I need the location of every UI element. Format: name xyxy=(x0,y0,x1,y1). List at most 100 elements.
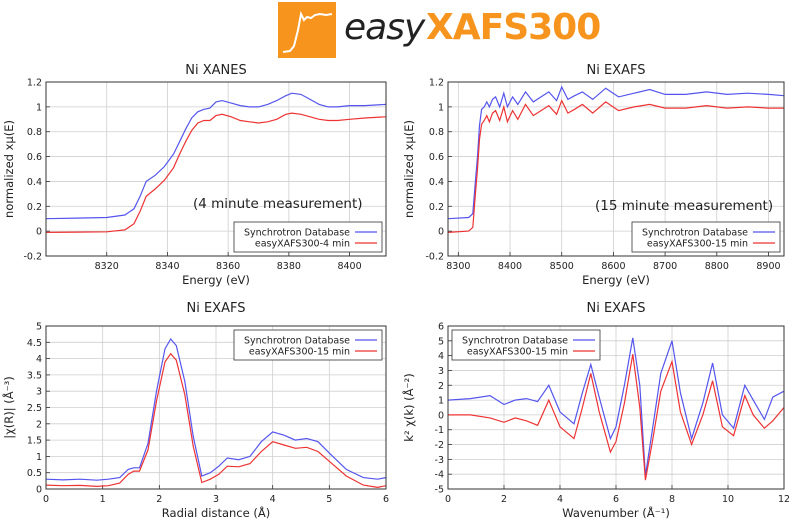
legend-label: easyXAFS300-15 min xyxy=(467,347,568,358)
x-tick-label: 8360 xyxy=(216,261,240,272)
x-tick-label: 2 xyxy=(501,494,507,505)
y-tick-label: 0.5 xyxy=(27,468,42,479)
series-line-synchrotron xyxy=(45,337,387,481)
series-line-synchrotron xyxy=(447,85,785,220)
x-tick-label: 4 xyxy=(557,494,563,505)
y-tick-label: 0.6 xyxy=(429,152,444,163)
series-line-easyxafs xyxy=(45,112,387,233)
easyxafs-logo: easy XAFS300 xyxy=(278,2,601,58)
y-tick-label: -0.2 xyxy=(425,252,444,263)
chart-title: Ni XANES xyxy=(185,63,246,78)
x-axis-label: Energy (eV) xyxy=(582,273,650,287)
spectrum-logo-icon xyxy=(278,2,336,58)
y-tick-label: 1.2 xyxy=(429,78,444,89)
y-tick-label: 0 xyxy=(36,227,42,238)
y-tick-label: 3.5 xyxy=(27,370,42,381)
legend-label: Synchrotron Database xyxy=(244,228,350,239)
y-tick-label: 4 xyxy=(438,351,444,362)
legend-label: Synchrotron Database xyxy=(244,336,350,347)
legend-label: easyXAFS300-15 min xyxy=(249,347,350,358)
y-tick-label: -4 xyxy=(435,470,444,481)
series-line-easyxafs xyxy=(45,352,387,489)
y-tick-label: 1.5 xyxy=(27,436,42,447)
x-axis-label: Radial distance (Å) xyxy=(162,505,270,520)
plot-frame xyxy=(447,325,785,490)
measurement-note: (4 minute measurement) xyxy=(193,196,363,212)
legend-label: easyXAFS300-15 min xyxy=(647,239,748,250)
plot-frame xyxy=(45,325,387,490)
y-tick-label: 3 xyxy=(36,387,42,398)
x-tick-label: 8900 xyxy=(756,261,780,272)
chart-xanes: Ni XANES -0.2 0 0.2 0.4 0.6 0.8 1 1.2 8320 8340 836… xyxy=(2,63,387,287)
y-tick-label: 0.4 xyxy=(27,177,42,188)
y-tick-label: 1 xyxy=(36,102,42,113)
y-tick-label: 2 xyxy=(438,381,444,392)
legend-box xyxy=(233,329,383,361)
y-tick-label: -2 xyxy=(435,440,444,451)
x-tick-label: 8300 xyxy=(446,261,470,272)
logo-text-easy: easy xyxy=(344,7,425,48)
series-line-easyxafs xyxy=(447,99,784,233)
x-tick-label: 2 xyxy=(156,494,162,505)
x-tick-label: 8400 xyxy=(337,261,361,272)
y-tick-label: 6 xyxy=(438,322,444,333)
y-tick-label: 3 xyxy=(438,366,444,377)
plot-frame xyxy=(447,81,785,257)
series-line-easyxafs xyxy=(448,354,785,481)
y-tick-label: -0.2 xyxy=(23,252,42,263)
x-tick-label: 0 xyxy=(43,494,49,505)
x-tick-label: 8800 xyxy=(705,261,729,272)
legend-box xyxy=(233,221,383,253)
y-tick-label: -5 xyxy=(435,485,444,496)
y-tick-label: 2.5 xyxy=(27,403,42,414)
y-tick-label: 0.8 xyxy=(429,127,444,138)
x-axis-label: Energy (eV) xyxy=(182,273,250,287)
y-axis-label: |χ(R)| (Å⁻³) xyxy=(1,376,16,439)
logo-text-xafs: XAFS300 xyxy=(426,7,601,48)
y-tick-label: 1 xyxy=(438,396,444,407)
x-tick-label: 3 xyxy=(213,494,219,505)
y-tick-label: 5 xyxy=(438,336,444,347)
y-tick-label: 1.2 xyxy=(27,78,42,89)
chart-title: Ni EXAFS xyxy=(587,63,646,78)
chart-title: Ni EXAFS xyxy=(587,301,646,316)
y-tick-label: 0.4 xyxy=(429,177,444,188)
chart-exafs-radial: Ni EXAFS 0 0.5 1 1.5 2 2.5 3 3.5 4 4.5 5 0 1 2 3 4 5 6 Radi… xyxy=(1,301,389,520)
x-tick-label: 8380 xyxy=(277,261,301,272)
x-tick-label: 8500 xyxy=(550,261,574,272)
plot-frame xyxy=(45,81,387,257)
x-axis-label: Wavenumber (Å⁻¹) xyxy=(562,505,670,520)
legend-label: easyXAFS300-4 min xyxy=(255,239,350,250)
x-tick-label: 5 xyxy=(326,494,332,505)
chart-title: Ni EXAFS xyxy=(187,301,246,316)
series-line-synchrotron xyxy=(447,337,785,476)
x-tick-label: 12 xyxy=(778,494,790,505)
x-tick-label: 10 xyxy=(722,494,734,505)
y-tick-label: 4.5 xyxy=(27,338,42,349)
y-tick-label: 0 xyxy=(438,410,444,421)
x-tick-label: 6 xyxy=(613,494,619,505)
y-tick-label: 1 xyxy=(438,102,444,113)
x-tick-label: 8340 xyxy=(155,261,179,272)
y-tick-label: 2 xyxy=(36,419,42,430)
y-tick-label: 5 xyxy=(36,322,42,333)
y-axis-label: normalized xμ(E) xyxy=(402,120,416,218)
y-tick-label: 0.2 xyxy=(27,202,42,213)
y-tick-label: 1 xyxy=(36,452,42,463)
series-line-synchrotron xyxy=(45,92,387,220)
x-tick-label: 8 xyxy=(669,494,675,505)
legend-label: Synchrotron Database xyxy=(462,336,568,347)
y-tick-label: -3 xyxy=(435,455,444,466)
y-axis-label: normalized xμ(E) xyxy=(2,120,16,218)
y-tick-label: 0.8 xyxy=(27,127,42,138)
y-tick-label: 0.6 xyxy=(27,152,42,163)
y-tick-label: 0.2 xyxy=(429,202,444,213)
x-tick-label: 8320 xyxy=(95,261,119,272)
y-tick-label: 4 xyxy=(36,354,42,365)
x-tick-label: 6 xyxy=(383,494,389,505)
chart-exafs-energy: Ni EXAFS -0.2 0 0.2 0.4 0.6 0.8 1 1.2 8300 8400 850… xyxy=(402,63,785,287)
x-tick-label: 8600 xyxy=(601,261,625,272)
